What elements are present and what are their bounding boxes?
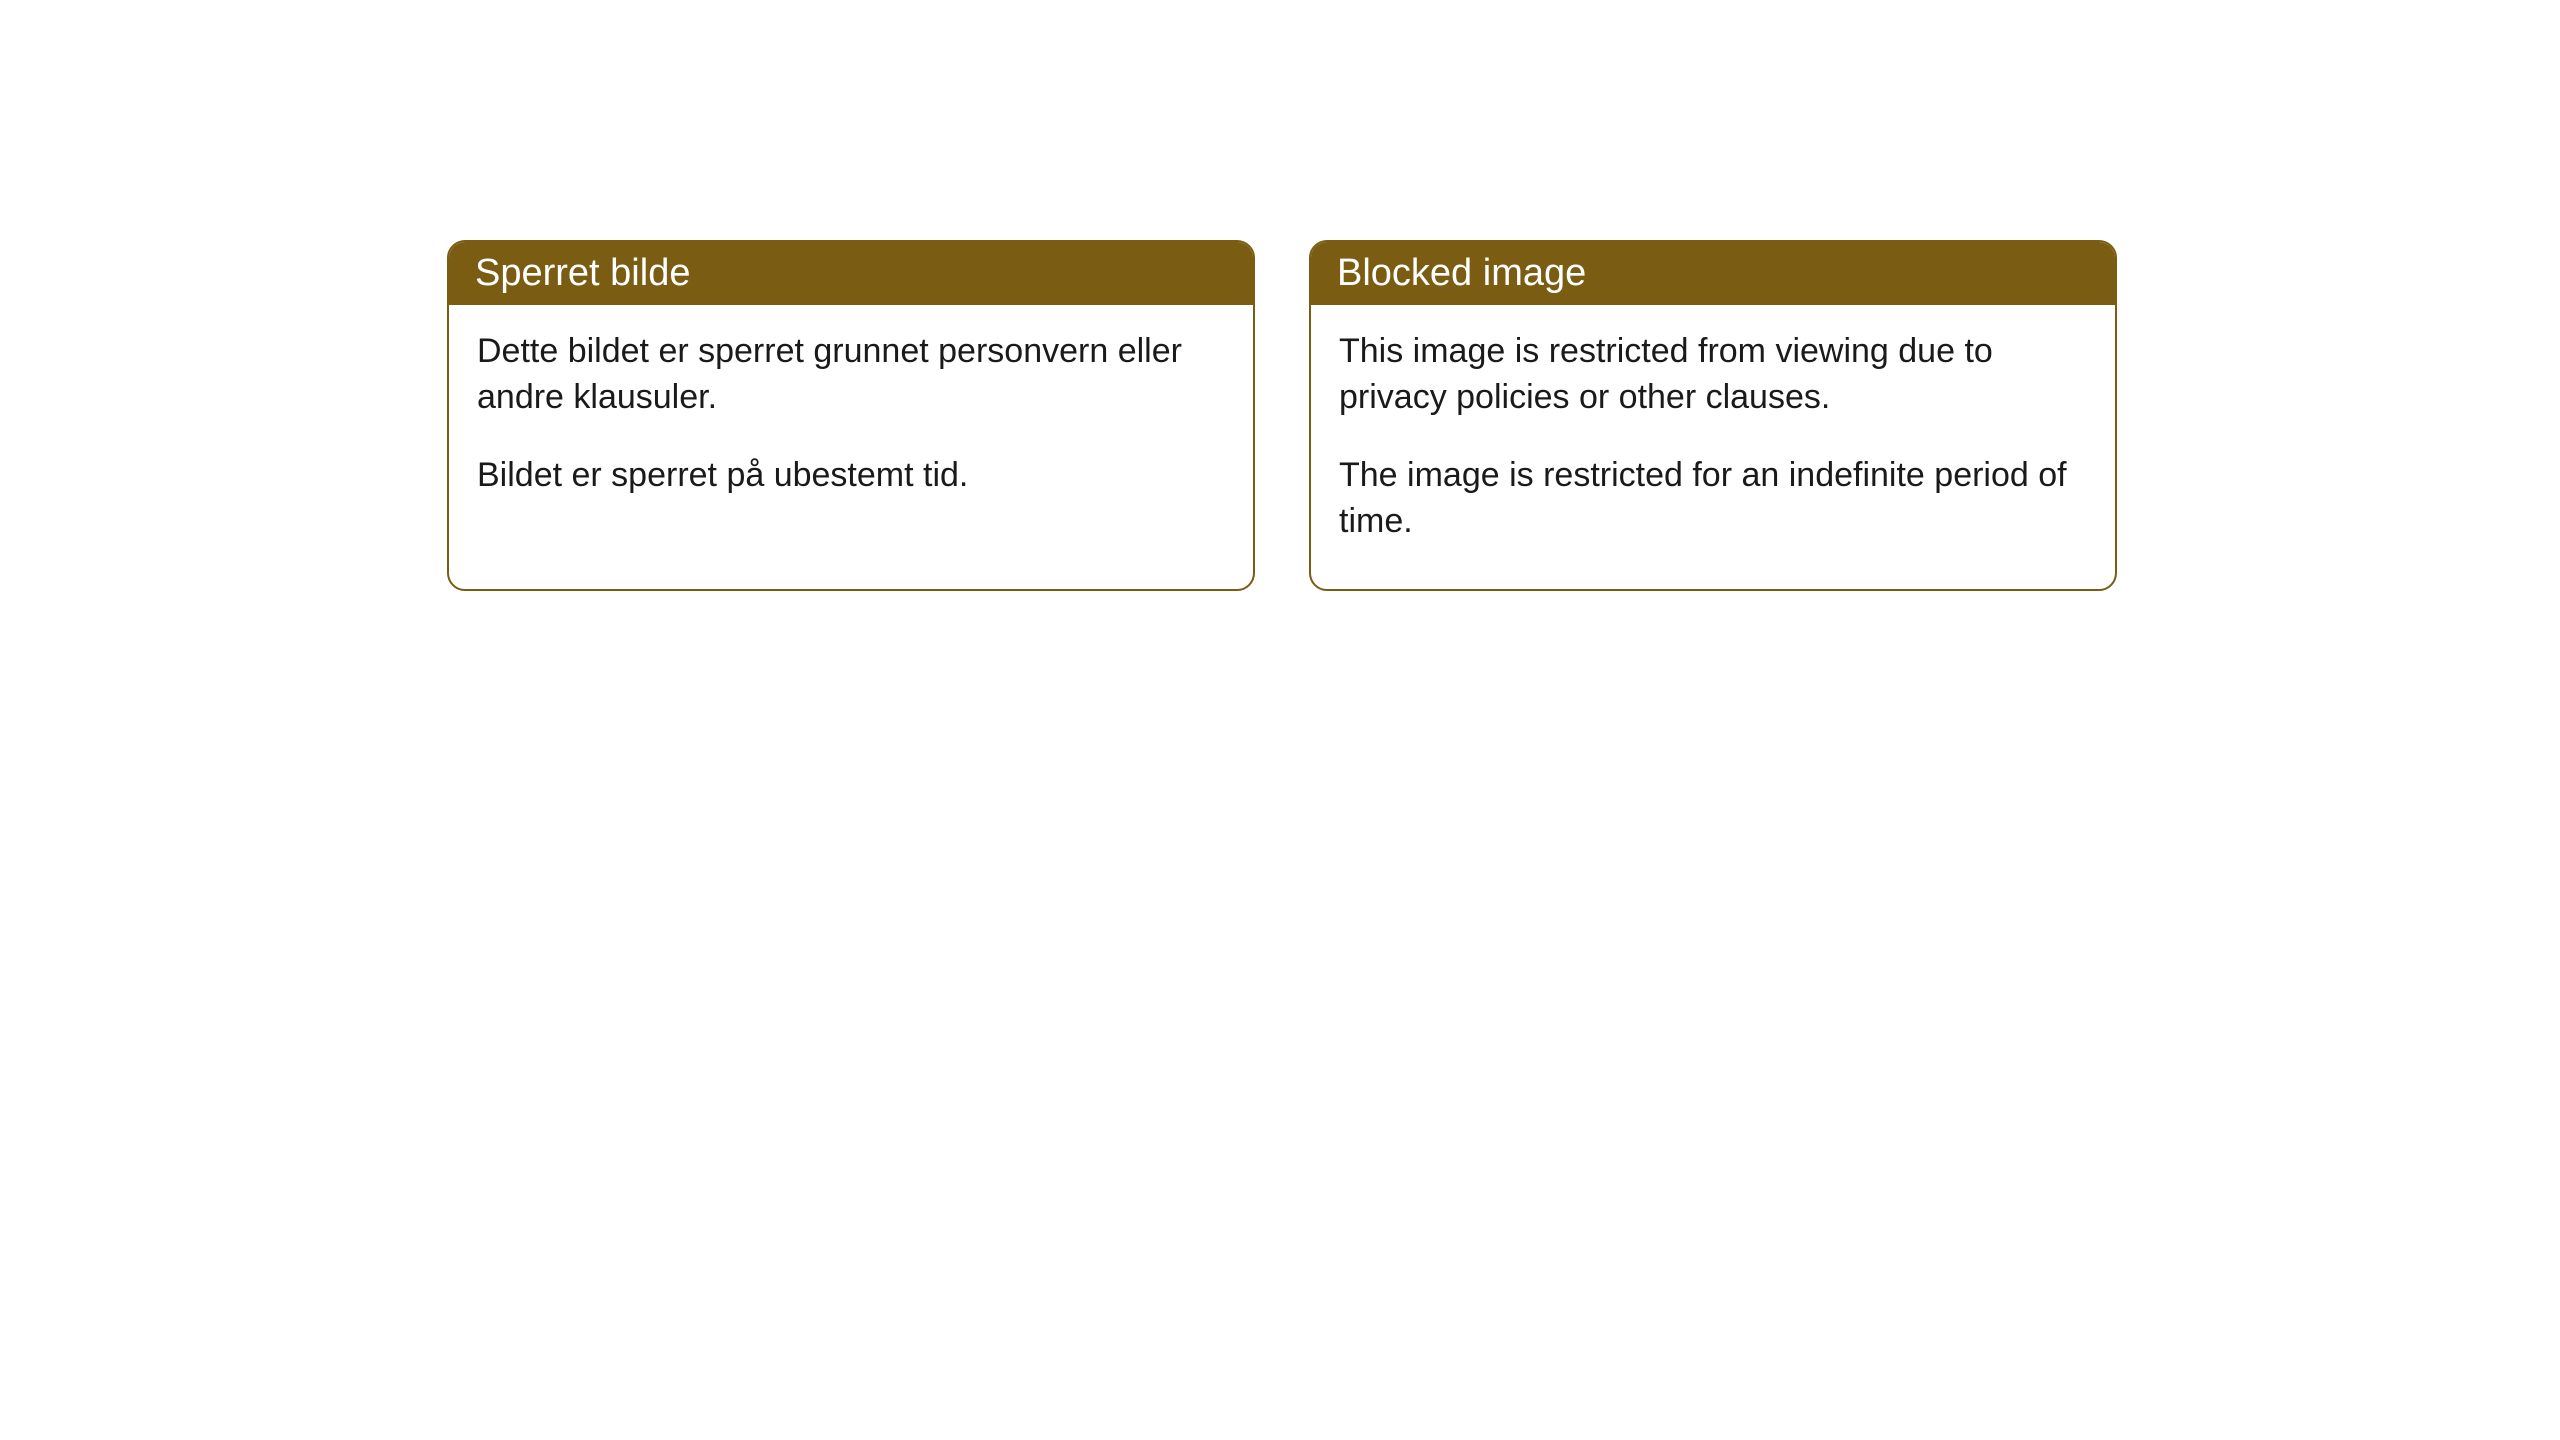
card-body: This image is restricted from viewing du… <box>1311 305 2115 589</box>
card-paragraph: Dette bildet er sperret grunnet personve… <box>477 329 1225 421</box>
blocked-image-card-english: Blocked image This image is restricted f… <box>1309 240 2117 591</box>
card-paragraph: Bildet er sperret på ubestemt tid. <box>477 453 1225 499</box>
card-header: Blocked image <box>1311 242 2115 305</box>
notice-container: Sperret bilde Dette bildet er sperret gr… <box>0 0 2560 591</box>
card-paragraph: The image is restricted for an indefinit… <box>1339 453 2087 545</box>
blocked-image-card-norwegian: Sperret bilde Dette bildet er sperret gr… <box>447 240 1255 591</box>
card-body: Dette bildet er sperret grunnet personve… <box>449 305 1253 543</box>
card-title: Sperret bilde <box>475 252 690 294</box>
card-paragraph: This image is restricted from viewing du… <box>1339 329 2087 421</box>
card-header: Sperret bilde <box>449 242 1253 305</box>
card-title: Blocked image <box>1337 252 1586 294</box>
